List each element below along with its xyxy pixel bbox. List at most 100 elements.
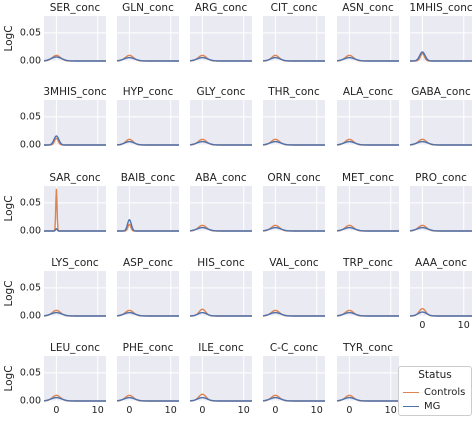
panel-background (263, 100, 325, 145)
x-tick-label: 10 (238, 405, 250, 416)
panel-title: ILE_conc (198, 342, 244, 354)
panel-background (190, 100, 252, 145)
panel-title: ABA_conc (195, 172, 247, 184)
y-tick-label: 0.00 (20, 396, 41, 407)
density-curve-mg (336, 396, 399, 402)
density-curve-mg (262, 226, 325, 232)
panel-background (263, 271, 325, 316)
panel-background (263, 356, 325, 401)
y-axis-title: LogC (3, 195, 15, 221)
panel-title: PHE_conc (123, 342, 174, 354)
y-tick-label: 0.05 (20, 367, 41, 378)
panel-title: LEU_conc (50, 342, 100, 354)
panel-background (44, 100, 106, 145)
density-curve-mg (189, 56, 252, 62)
legend-item-mg: MG (403, 399, 440, 413)
panel-background (117, 100, 179, 145)
panel-background (190, 186, 252, 231)
x-tick-label: 10 (92, 405, 104, 416)
panel-background (190, 356, 252, 401)
density-curve-mg (43, 311, 106, 317)
density-curve-mg (44, 135, 106, 146)
panel-background (117, 186, 179, 231)
panel-background (190, 16, 252, 61)
panel-background (337, 271, 399, 316)
density-curve-mg (189, 140, 252, 146)
legend-item-controls: Controls (403, 385, 465, 399)
y-axis-title: LogC (3, 25, 15, 51)
x-tick-label: 0 (346, 405, 352, 416)
panel-background (190, 271, 252, 316)
panel-background (44, 271, 106, 316)
density-curve-mg (262, 311, 325, 317)
density-curve-mg (116, 140, 179, 146)
legend-title: Status (418, 369, 452, 381)
panel-background (337, 186, 399, 231)
panel-title: CIT_conc (271, 2, 318, 14)
panel-title: GLN_conc (122, 2, 174, 14)
x-tick-label: 0 (126, 405, 132, 416)
panel-background (337, 356, 399, 401)
panel-title: C-C_conc (270, 342, 319, 354)
y-tick-label: 0.00 (20, 226, 41, 237)
panel-title: VAL_conc (269, 257, 319, 269)
panel-title: ORN_conc (267, 172, 321, 184)
panel-title: ARG_conc (195, 2, 248, 14)
y-tick-label: 0.00 (20, 311, 41, 322)
panel-title: HIS_conc (197, 257, 245, 269)
panel-background (337, 16, 399, 61)
panel-title: GLY_conc (197, 86, 246, 98)
panel-title: ASN_conc (342, 2, 394, 14)
y-axis-title: LogC (3, 365, 15, 391)
y-axis-title: LogC (3, 280, 15, 306)
y-tick-label: 0.00 (20, 140, 41, 151)
x-tick-label: 0 (419, 320, 425, 331)
density-curve-mg (43, 56, 106, 62)
density-curve-mg (117, 218, 179, 232)
panel-title: AAA_conc (415, 257, 467, 269)
legend-label-mg: MG (424, 400, 441, 412)
density-curve-mg (409, 140, 472, 146)
panel-title: SER_conc (50, 2, 101, 14)
density-curve-mg (44, 227, 106, 232)
panel-title: TRP_conc (342, 257, 393, 269)
panel-background (410, 271, 472, 316)
x-tick-label: 0 (53, 405, 59, 416)
panel-title: ASP_conc (123, 257, 173, 269)
panel-background (44, 356, 106, 401)
density-curve-mg (262, 140, 325, 146)
density-curve-mg (336, 140, 399, 146)
y-tick-label: 0.05 (20, 282, 41, 293)
density-curve-mg (116, 396, 179, 402)
density-curve-mg (336, 226, 399, 232)
y-tick-label: 0.05 (20, 27, 41, 38)
density-curve-mg (409, 311, 472, 317)
panel-title: MET_conc (342, 172, 394, 184)
legend-swatch-mg (403, 405, 419, 407)
legend-swatch-controls (403, 391, 419, 393)
panel-title: THR_conc (267, 86, 320, 98)
panel-title: TYR_conc (342, 342, 393, 354)
x-tick-label: 10 (165, 405, 177, 416)
panel-background (44, 16, 106, 61)
density-curve-mg (116, 56, 179, 62)
legend-label-controls: Controls (424, 386, 466, 398)
legend: Status Controls MG (398, 366, 472, 416)
y-tick-label: 0.05 (20, 197, 41, 208)
density-curve-mg (189, 311, 252, 317)
panel-background (117, 271, 179, 316)
panel-background (410, 16, 472, 61)
density-curve-mg (43, 396, 106, 402)
x-tick-label: 10 (311, 405, 323, 416)
panel-title: GABA_conc (411, 86, 471, 98)
x-tick-label: 10 (458, 320, 470, 331)
y-tick-label: 0.00 (20, 56, 41, 67)
density-curve-mg (116, 311, 179, 317)
x-tick-label: 0 (199, 405, 205, 416)
density-curve-mg (189, 226, 252, 232)
density-curve-mg (410, 51, 472, 62)
panel-title: 3MHIS_conc (43, 86, 106, 98)
panel-background (263, 16, 325, 61)
density-curve-mg (189, 396, 252, 402)
density-curve-mg (409, 226, 472, 232)
